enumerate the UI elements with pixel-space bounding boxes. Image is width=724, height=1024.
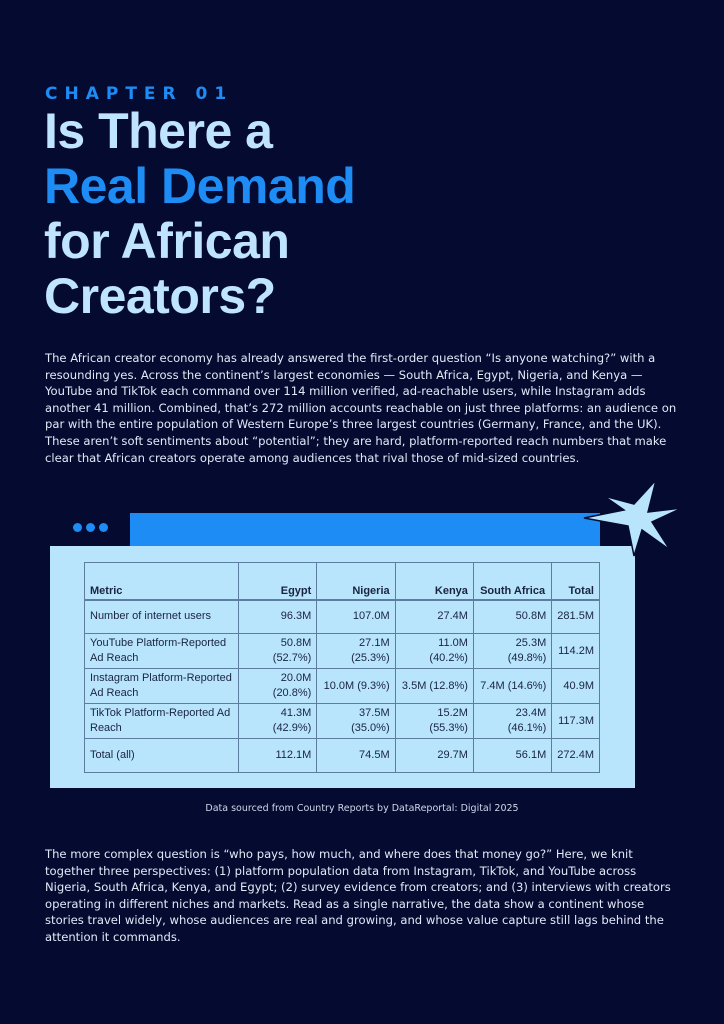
table-cell: 107.0M bbox=[316, 599, 396, 634]
table-cell: 29.7M bbox=[394, 738, 474, 773]
table-row: TikTok Platform-Reported Ad Reach 41.3M (… bbox=[84, 703, 600, 739]
table-cell: Number of internet users bbox=[84, 599, 239, 634]
table-cell: 281.5M bbox=[551, 599, 600, 634]
table-cell: 56.1M bbox=[472, 738, 553, 773]
chapter-label: CHAPTER 01 bbox=[45, 84, 234, 104]
title-line: Is There a bbox=[44, 103, 273, 159]
table-cell: 50.8M bbox=[472, 599, 553, 634]
table-cell: TikTok Platform-Reported Ad Reach bbox=[84, 703, 239, 739]
column-header: Total bbox=[551, 562, 600, 600]
table-cell: 40.9M bbox=[551, 668, 600, 704]
starburst-icon bbox=[583, 479, 683, 557]
table-caption: Data sourced from Country Reports by Dat… bbox=[205, 803, 519, 814]
table-cell: 112.1M bbox=[237, 738, 318, 773]
table-cell: Instagram Platform-Reported Ad Reach bbox=[84, 668, 239, 704]
table-cell: 11.0M (40.2%) bbox=[394, 633, 474, 669]
table-cell: 37.5M (35.0%) bbox=[316, 703, 396, 739]
table-cell: 272.4M bbox=[551, 738, 600, 773]
window-dots-icon bbox=[73, 523, 108, 532]
table-cell: 117.3M bbox=[551, 703, 600, 739]
table-row: Number of internet users 96.3M 107.0M 27.4M… bbox=[84, 599, 600, 634]
table-cell: 27.4M bbox=[394, 599, 474, 634]
title-line: Creators? bbox=[44, 268, 276, 324]
column-header: Metric bbox=[84, 562, 239, 600]
column-header: South Africa bbox=[472, 562, 553, 600]
column-header: Egypt bbox=[237, 562, 318, 600]
table-cell: 3.5M (12.8%) bbox=[394, 668, 474, 704]
reach-table: Metric Egypt Nigeria Kenya South Africa Total… bbox=[84, 562, 600, 773]
title-line-accent: Real Demand bbox=[44, 158, 356, 214]
table-cell: 74.5M bbox=[316, 738, 396, 773]
table-cell: 7.4M (14.6%) bbox=[472, 668, 553, 704]
table-row: Instagram Platform-Reported Ad Reach 20.0… bbox=[84, 668, 600, 704]
column-header: Kenya bbox=[394, 562, 474, 600]
table-row: Total (all) 112.1M 74.5M 29.7M 56.1M 272.4M bbox=[84, 738, 600, 773]
table-cell: 23.4M (46.1%) bbox=[472, 703, 553, 739]
table-cell: 15.2M (55.3%) bbox=[394, 703, 474, 739]
intro-paragraph: The African creator economy has already … bbox=[45, 351, 677, 465]
window-title-bar bbox=[130, 513, 600, 546]
table-cell: 96.3M bbox=[237, 599, 318, 634]
table-cell: 25.3M (49.8%) bbox=[472, 633, 553, 669]
table-cell: 20.0M (20.8%) bbox=[237, 668, 318, 704]
table-cell: 114.2M bbox=[551, 633, 600, 669]
closing-paragraph: The more complex question is “who pays, … bbox=[45, 847, 671, 944]
table-cell: 10.0M (9.3%) bbox=[316, 668, 396, 704]
table-cell: YouTube Platform-Reported Ad Reach bbox=[84, 633, 239, 669]
title-line: for African bbox=[44, 213, 290, 269]
table-cell: 27.1M (25.3%) bbox=[316, 633, 396, 669]
table-row: YouTube Platform-Reported Ad Reach 50.8M … bbox=[84, 633, 600, 669]
table-cell: 50.8M (52.7%) bbox=[237, 633, 318, 669]
column-header: Nigeria bbox=[316, 562, 396, 600]
page-title: Is There a Real Demand for African Creat… bbox=[44, 103, 356, 324]
table-cell: 41.3M (42.9%) bbox=[237, 703, 318, 739]
table-cell: Total (all) bbox=[84, 738, 239, 773]
